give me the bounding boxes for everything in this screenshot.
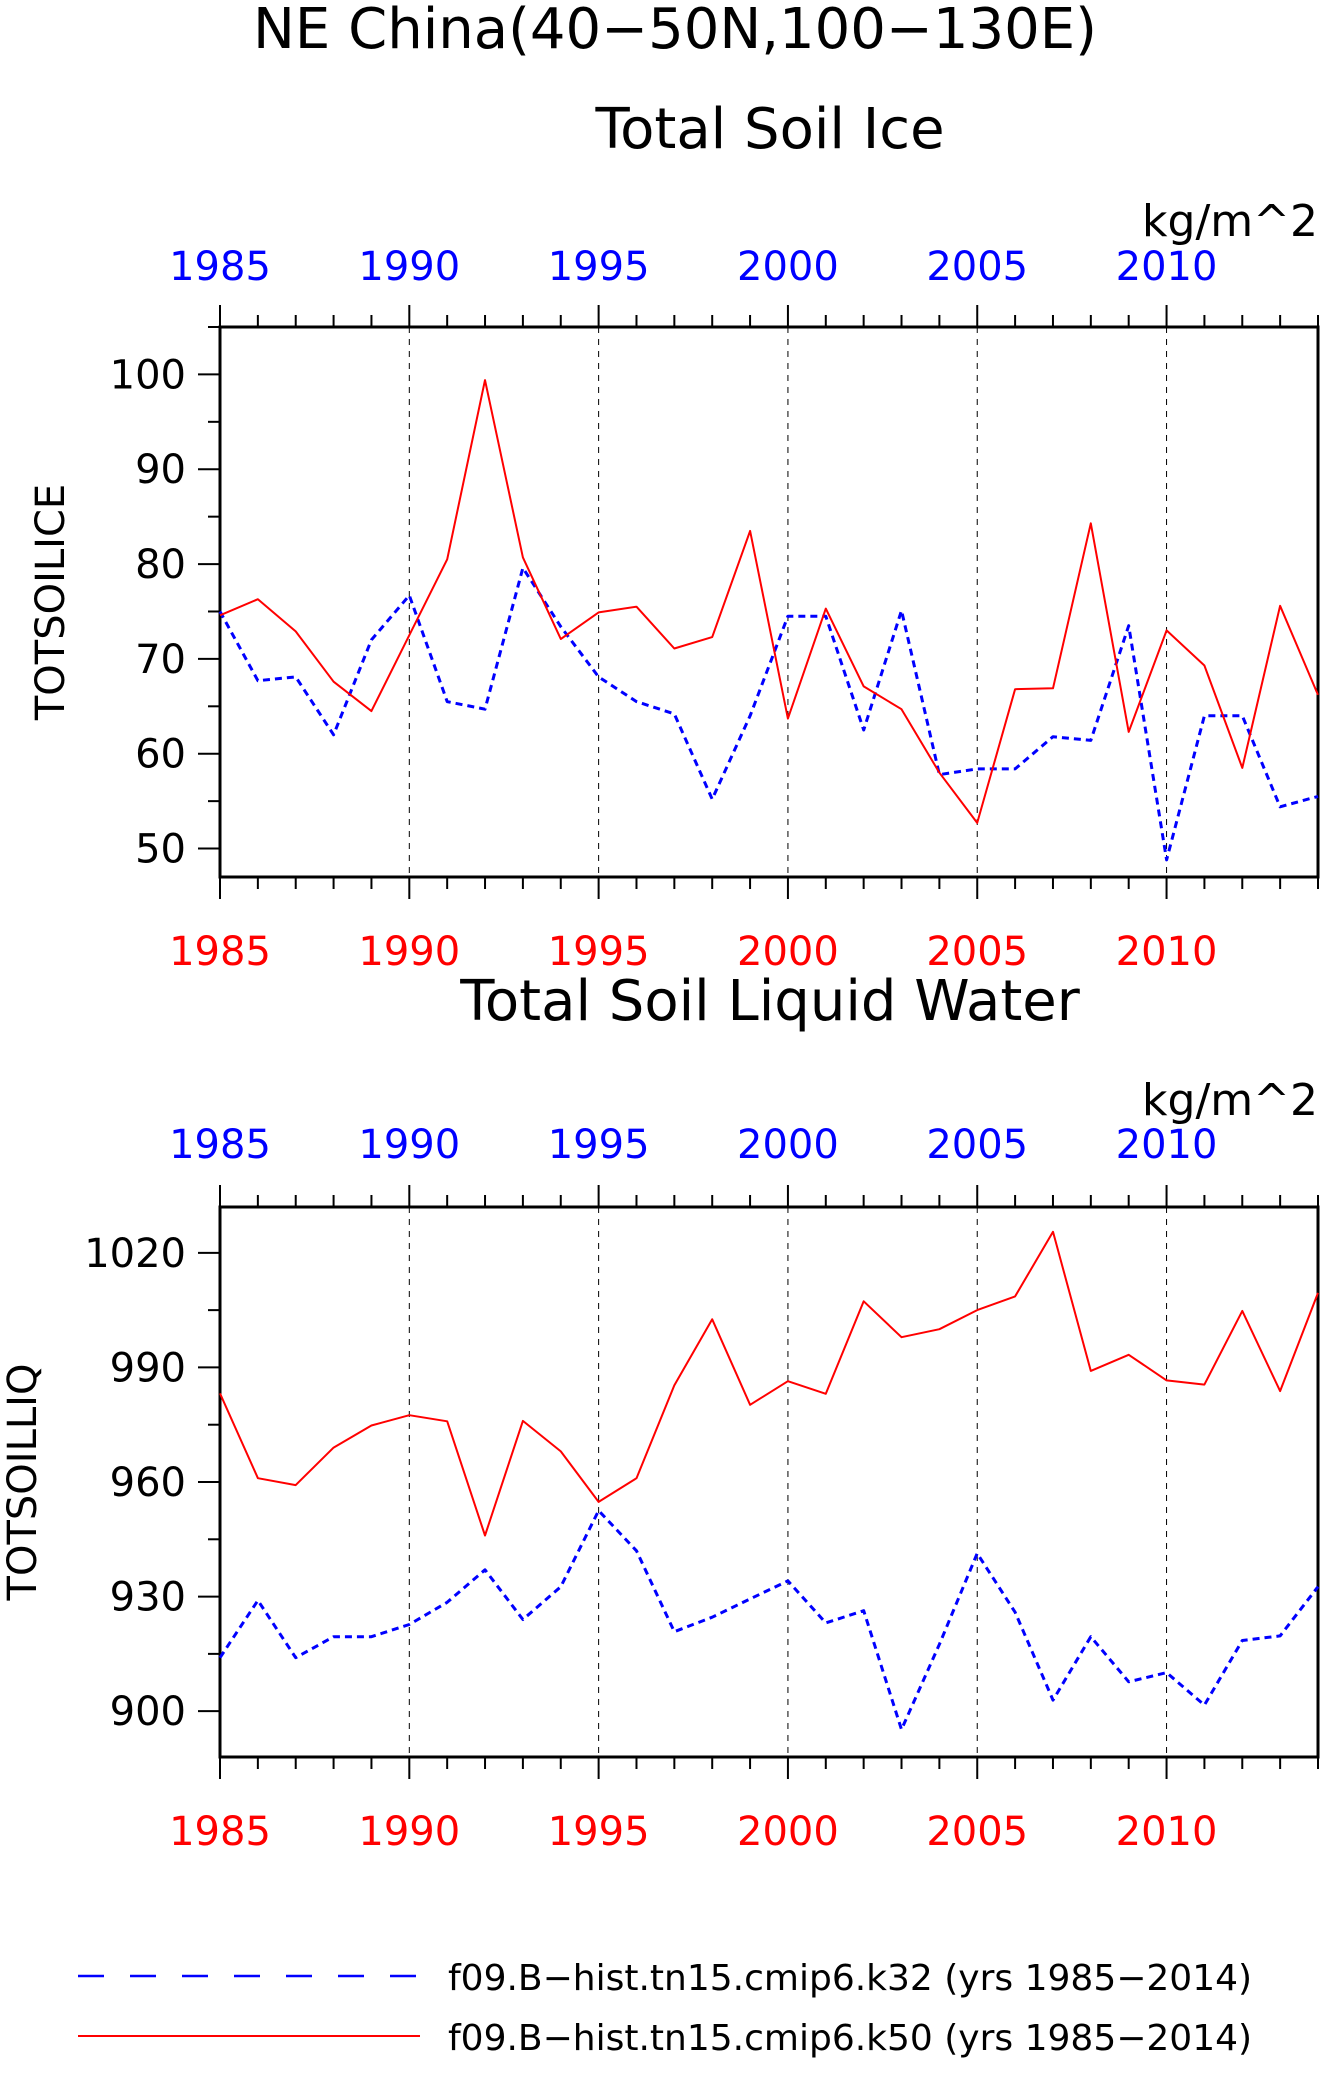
- units-label: kg/m^2: [1142, 196, 1318, 247]
- y-tick-label: 70: [135, 637, 186, 683]
- x-tick-label-top: 1985: [169, 244, 271, 290]
- series-line-k32: [218, 566, 1319, 862]
- soil-ice-plot: Total Soil Ice kg/m^2 TOTSOILICE 1985 1990 19…: [28, 97, 1320, 975]
- x-tick-label-bottom: 1985: [169, 929, 271, 975]
- y-tick-label: 930: [110, 1575, 186, 1621]
- y-axis-label: TOTSOILLIQ: [0, 1364, 46, 1602]
- units-label: kg/m^2: [1142, 1075, 1318, 1126]
- x-tick-label-bottom: 1990: [358, 929, 460, 975]
- y-tick-label: 80: [135, 542, 186, 588]
- x-tick-label-bottom: 2005: [926, 929, 1028, 975]
- series-line-k50: [219, 379, 1319, 824]
- x-tick-label-bottom: 1995: [548, 1809, 650, 1855]
- x-tick-label-top: 2000: [737, 1122, 839, 1168]
- x-tick-label-top: 2010: [1116, 244, 1218, 290]
- y-tick-label: 960: [110, 1460, 186, 1506]
- y-axis-label: TOTSOILICE: [28, 484, 74, 721]
- x-tick-label-top: 1995: [548, 1122, 650, 1168]
- x-tick-label-top: 1990: [358, 244, 460, 290]
- plot-frame: [218, 325, 1320, 879]
- x-tick-label-bottom: 2000: [737, 1809, 839, 1855]
- y-tick-label: 1020: [84, 1231, 186, 1277]
- series-line-k50: [219, 1230, 1319, 1537]
- x-tick-label-top: 2005: [926, 244, 1028, 290]
- x-tick-label-bottom: 1990: [358, 1809, 460, 1855]
- x-tick-label-bottom: 2005: [926, 1809, 1028, 1855]
- x-tick-label-bottom: 1995: [548, 929, 650, 975]
- y-tick-label: 90: [135, 447, 186, 493]
- series-line-k32: [218, 1509, 1320, 1731]
- y-tick-label: 60: [135, 732, 186, 778]
- x-tick-label-top: 2005: [926, 1122, 1028, 1168]
- figure-title: NE China(40−50N,100−130E): [253, 0, 1097, 62]
- plot-title: Total Soil Liquid Water: [459, 969, 1081, 1034]
- x-tick-label-bottom: 1985: [169, 1809, 271, 1855]
- soil-liquid-plot: Total Soil Liquid Water kg/m^2 TOTSOILLIQ 1…: [0, 969, 1320, 1855]
- plot-frame: [218, 1205, 1320, 1759]
- y-tick-label: 990: [110, 1345, 186, 1391]
- legend-label-k32: f09.B−hist.tn15.cmip6.k32 (yrs 1985−2014…: [448, 1958, 1252, 1999]
- x-tick-label-top: 1990: [358, 1122, 460, 1168]
- legend-label-k50: f09.B−hist.tn15.cmip6.k50 (yrs 1985−2014…: [448, 2018, 1252, 2059]
- y-tick-label: 900: [110, 1689, 186, 1735]
- x-tick-label-bottom: 2010: [1116, 1809, 1218, 1855]
- x-tick-label-top: 2000: [737, 244, 839, 290]
- x-tick-label-top: 1985: [169, 1122, 271, 1168]
- x-tick-label-top: 2010: [1116, 1122, 1218, 1168]
- y-tick-label: 100: [110, 352, 186, 398]
- legend: f09.B−hist.tn15.cmip6.k32 (yrs 1985−2014…: [78, 1958, 1252, 2059]
- x-tick-label-bottom: 2010: [1116, 929, 1218, 975]
- x-tick-label-bottom: 2000: [737, 929, 839, 975]
- y-tick-label: 50: [135, 827, 186, 873]
- plot-title: Total Soil Ice: [594, 97, 944, 162]
- x-tick-label-top: 1995: [548, 244, 650, 290]
